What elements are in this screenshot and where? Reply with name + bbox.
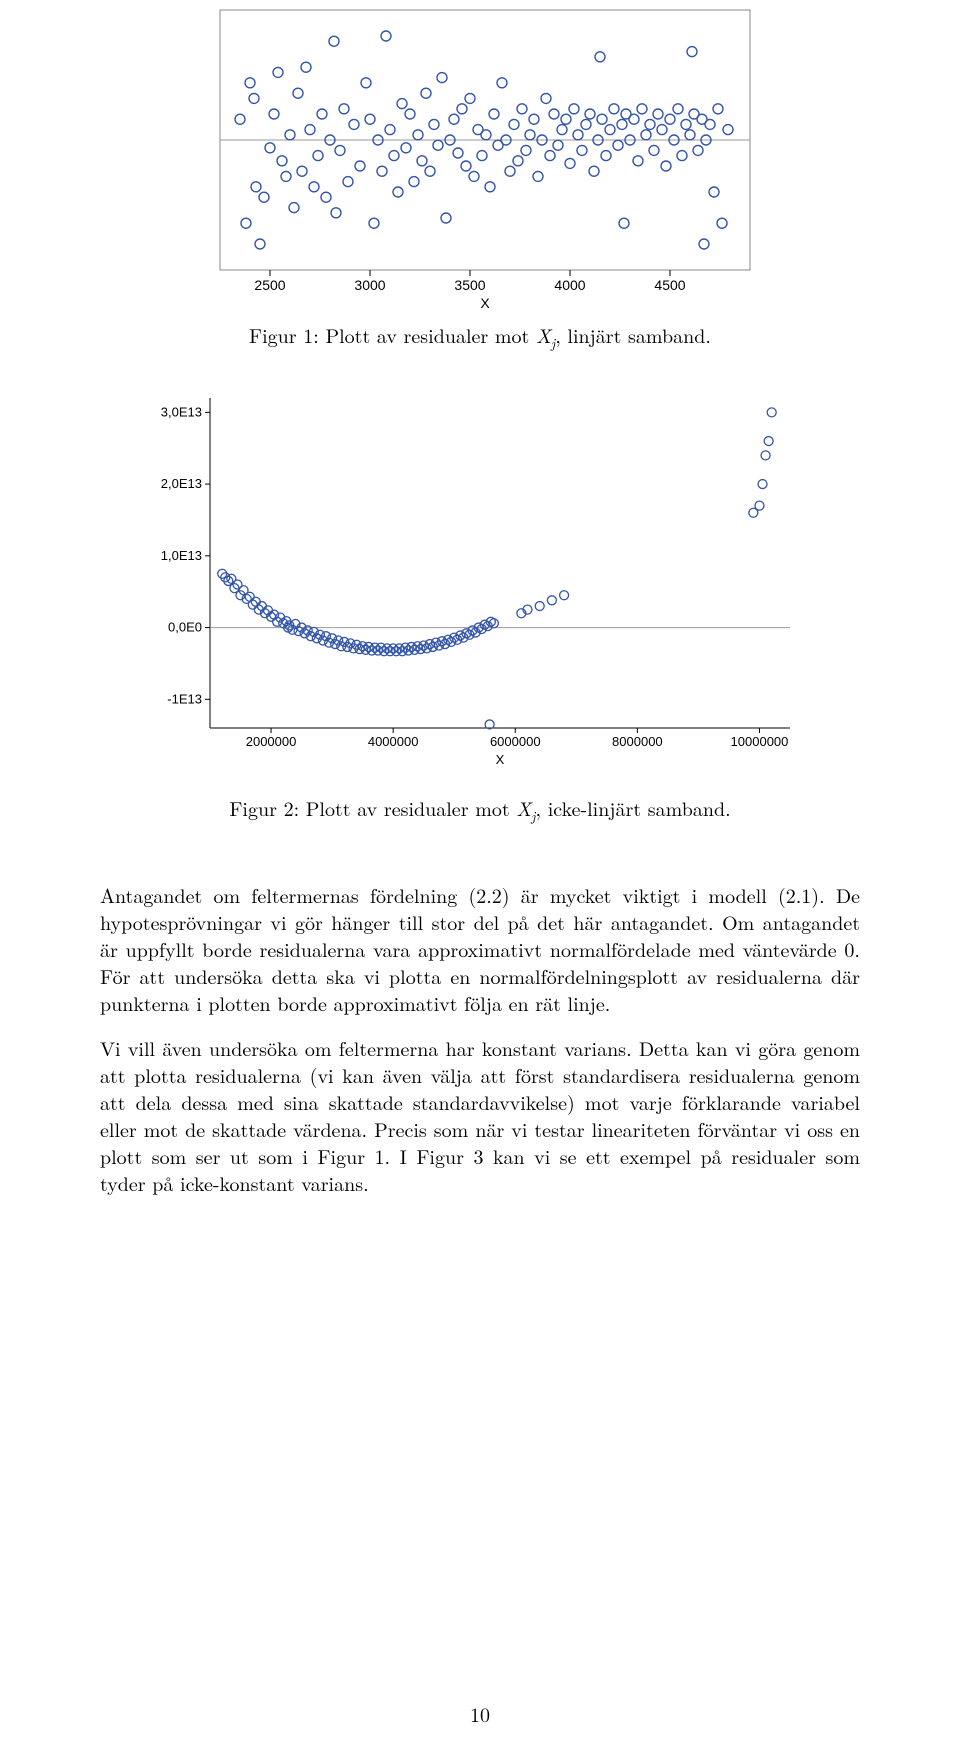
svg-text:6000000: 6000000 — [490, 734, 541, 749]
svg-text:8000000: 8000000 — [612, 734, 663, 749]
svg-text:4000000: 4000000 — [368, 734, 419, 749]
figure2-caption-var: X — [516, 793, 531, 822]
page: 2500 3000 3500 4000 4500 X Figur 1: Plott av … — [0, 0, 960, 1748]
svg-text:4000: 4000 — [554, 277, 585, 293]
figure1-caption: Figur 1: Plott av residualer mot Xj, lin… — [100, 320, 860, 353]
figure1-caption-var: X — [536, 320, 551, 349]
page-number: 10 — [0, 1699, 960, 1728]
figure2-caption: Figur 2: Plott av residualer mot Xj, ick… — [100, 793, 860, 826]
svg-text:3,0E13: 3,0E13 — [161, 404, 202, 419]
figure1-scatter: 2500 3000 3500 4000 4500 X — [180, 0, 780, 310]
svg-text:4500: 4500 — [654, 277, 685, 293]
body-text: Antagandet om feltermernas fördelning (2… — [100, 881, 860, 1196]
svg-text:3500: 3500 — [454, 277, 485, 293]
svg-text:X: X — [496, 752, 505, 767]
svg-text:-1E13: -1E13 — [167, 691, 202, 706]
svg-text:0,0E0: 0,0E0 — [168, 620, 202, 635]
svg-text:X: X — [480, 295, 490, 310]
figure2-caption-prefix: Figur 2: Plott av residualer mot — [229, 793, 516, 822]
svg-text:2000000: 2000000 — [246, 734, 297, 749]
figure1-caption-prefix: Figur 1: Plott av residualer mot — [249, 320, 536, 349]
svg-text:2500: 2500 — [254, 277, 285, 293]
svg-text:3000: 3000 — [354, 277, 385, 293]
paragraph-1: Antagandet om feltermernas fördelning (2… — [100, 881, 860, 1016]
figure1-caption-suffix: , linjärt samband. — [555, 320, 711, 349]
svg-text:2,0E13: 2,0E13 — [161, 476, 202, 491]
figure2-chart-wrap: -1E13 0,0E0 1,0E13 2,0E13 3,0E13 2000000 40000… — [100, 383, 860, 783]
figure2-caption-suffix: , icke-linjärt samband. — [535, 793, 730, 822]
svg-text:10000000: 10000000 — [731, 734, 789, 749]
paragraph-2: Vi vill även undersöka om feltermerna ha… — [100, 1034, 860, 1196]
figure2-scatter: -1E13 0,0E0 1,0E13 2,0E13 3,0E13 2000000 40000… — [150, 383, 810, 783]
figure1-chart-wrap: 2500 3000 3500 4000 4500 X — [100, 0, 860, 310]
svg-text:1,0E13: 1,0E13 — [161, 548, 202, 563]
